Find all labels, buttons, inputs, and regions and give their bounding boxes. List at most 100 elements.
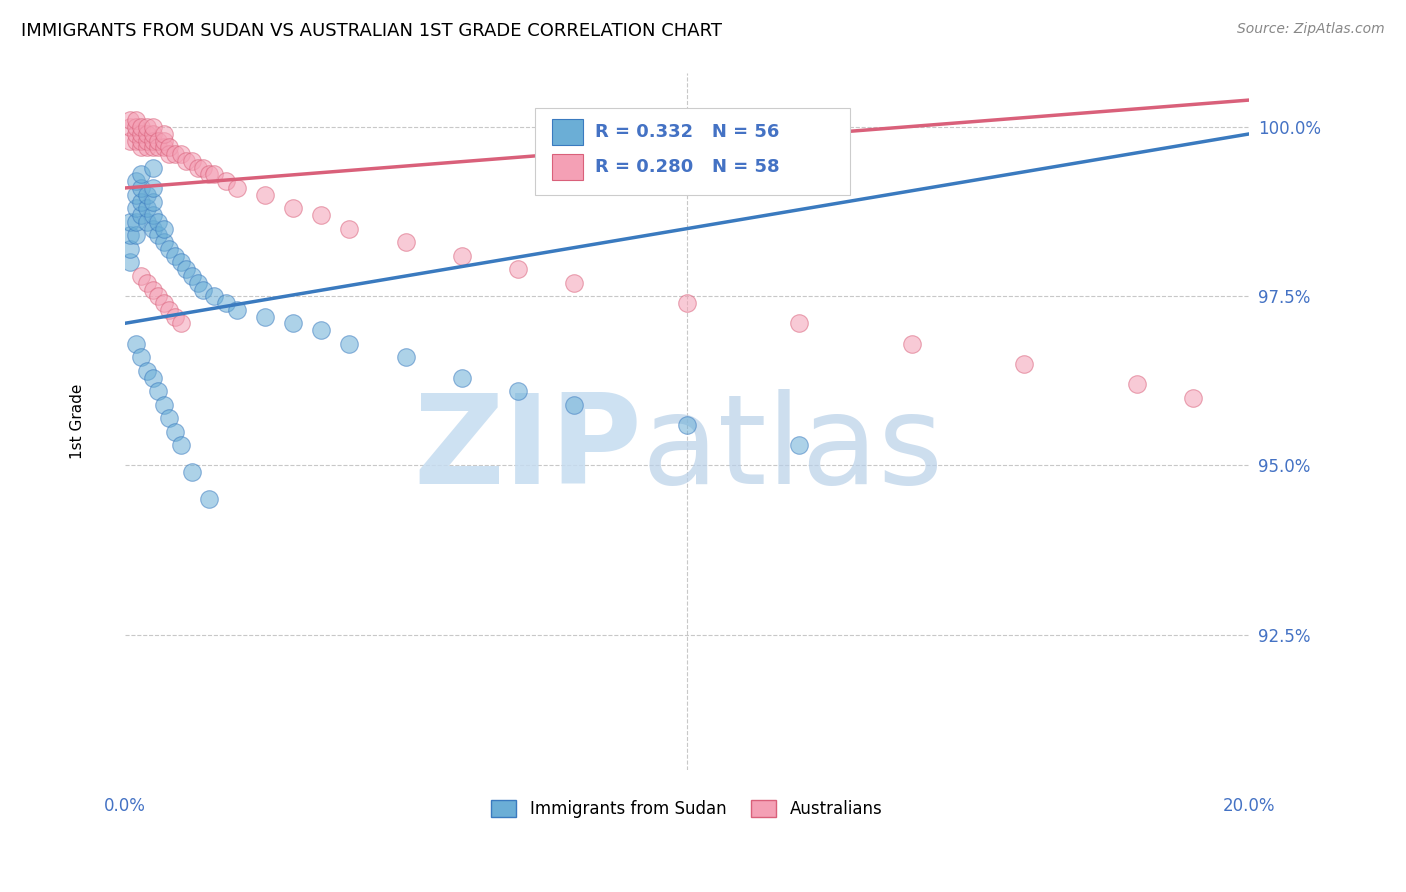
Point [165,249,187,263]
Point [125,336,148,351]
Point [136,127,159,141]
Point [339,336,361,351]
Point [131,140,153,154]
Point [181,153,204,168]
Point [131,208,153,222]
Point [148,140,170,154]
Point [125,174,148,188]
Point [125,120,148,135]
Point [215,296,238,310]
Point [1014,357,1036,371]
Point [120,215,142,229]
Point [311,208,333,222]
Point [136,202,159,216]
Point [153,140,176,154]
Point [125,134,148,148]
Point [142,194,165,209]
Point [508,384,530,398]
Point [148,289,170,303]
Point [181,268,204,283]
Point [159,242,181,256]
Point [142,134,165,148]
Text: IMMIGRANTS FROM SUDAN VS AUSTRALIAN 1ST GRADE CORRELATION CHART: IMMIGRANTS FROM SUDAN VS AUSTRALIAN 1ST … [21,22,723,40]
Point [125,228,148,243]
Point [226,302,249,317]
Point [153,398,176,412]
Text: ZIP: ZIP [413,389,643,510]
Point [395,350,418,364]
Point [136,187,159,202]
Point [120,120,142,135]
Point [1182,391,1205,405]
Point [120,134,142,148]
Point [142,181,165,195]
Point [676,417,699,432]
Text: 1st Grade: 1st Grade [70,384,84,459]
Point [193,283,215,297]
Point [311,323,333,337]
Point [131,350,153,364]
Point [142,370,165,384]
Point [142,283,165,297]
Point [136,364,159,378]
Point [136,134,159,148]
Point [283,317,305,331]
Point [564,276,586,290]
Point [142,120,165,135]
Point [789,438,811,452]
Point [181,465,204,479]
Point [120,242,142,256]
Point [395,235,418,249]
Point [451,370,474,384]
Point [176,262,198,277]
Point [142,127,165,141]
Point [165,425,187,439]
Point [131,168,153,182]
Point [789,317,811,331]
Point [187,276,209,290]
Point [125,113,148,128]
Point [564,398,586,412]
Point [142,140,165,154]
Point [153,134,176,148]
Point [153,127,176,141]
Text: R = 0.280   N = 58: R = 0.280 N = 58 [595,158,779,176]
Point [131,194,153,209]
Point [153,296,176,310]
Point [176,153,198,168]
Point [508,262,530,277]
Point [159,411,181,425]
Point [170,147,193,161]
Point [148,134,170,148]
Point [451,249,474,263]
Point [226,181,249,195]
Point [204,289,226,303]
Point [125,215,148,229]
Point [165,147,187,161]
Point [131,181,153,195]
Point [676,296,699,310]
Point [1126,377,1149,392]
Text: R = 0.332   N = 56: R = 0.332 N = 56 [595,123,779,141]
Point [142,208,165,222]
Point [170,317,193,331]
Point [339,221,361,235]
Text: atlas: atlas [643,389,943,510]
Point [131,120,153,135]
Point [142,221,165,235]
Text: Source: ZipAtlas.com: Source: ZipAtlas.com [1237,22,1385,37]
Point [148,215,170,229]
Point [131,268,153,283]
Point [193,161,215,175]
Point [120,113,142,128]
Point [125,187,148,202]
Text: 0.0%: 0.0% [104,797,145,815]
Point [187,161,209,175]
Point [136,140,159,154]
FancyBboxPatch shape [553,119,583,145]
Point [204,168,226,182]
Point [148,228,170,243]
Point [254,187,277,202]
Point [159,302,181,317]
Point [131,127,153,141]
